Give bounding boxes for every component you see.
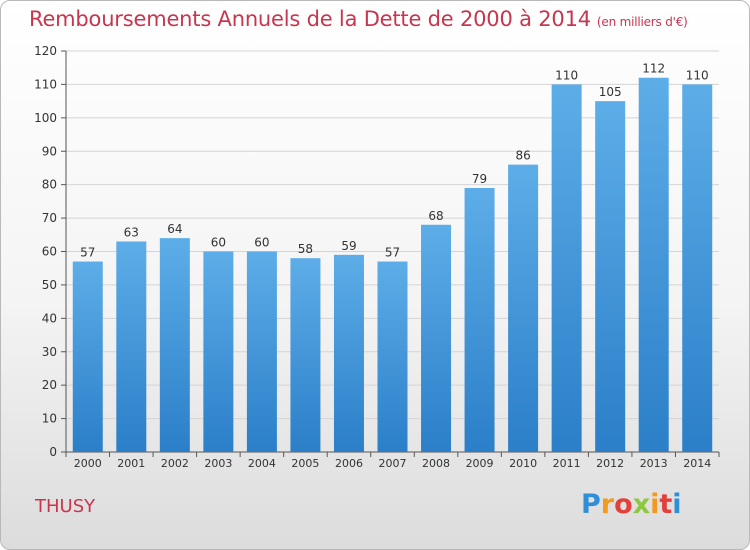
y-tick-label: 70 — [42, 211, 57, 225]
proxiti-logo: Proxiti — [581, 489, 682, 520]
x-tick-label: 2014 — [683, 457, 711, 470]
chart-title: Remboursements Annuels de la Dette de 20… — [29, 7, 688, 31]
bar-value-label: 58 — [298, 242, 313, 256]
y-tick-label: 90 — [42, 144, 57, 158]
bar-value-label: 59 — [341, 239, 356, 253]
bar-value-label: 110 — [686, 68, 709, 82]
bar-value-label: 112 — [642, 62, 665, 76]
logo-letter: i — [672, 489, 682, 520]
y-tick-label: 50 — [42, 278, 57, 292]
y-tick-label: 40 — [42, 311, 57, 325]
x-tick-label: 2000 — [74, 457, 102, 470]
x-tick-label: 2006 — [335, 457, 363, 470]
bar-value-label: 79 — [472, 172, 487, 186]
bar — [72, 261, 103, 452]
x-tick-label: 2011 — [553, 457, 581, 470]
bar — [464, 188, 495, 452]
chart-title-text: Remboursements Annuels de la Dette de 20… — [29, 7, 591, 31]
x-tick-label: 2002 — [161, 457, 189, 470]
bar-value-label: 60 — [254, 236, 269, 250]
bar — [377, 261, 408, 452]
bar — [682, 84, 713, 453]
logo-letter: P — [581, 489, 601, 520]
bar-value-label: 68 — [428, 209, 443, 223]
bar-value-label: 63 — [124, 225, 139, 239]
x-tick-label: 2004 — [248, 457, 276, 470]
bar-value-label: 110 — [555, 68, 578, 82]
bar — [333, 254, 364, 452]
x-tick-label: 2010 — [509, 457, 537, 470]
bar-value-label: 57 — [385, 246, 400, 260]
chart-unit: (en milliers d'€) — [596, 15, 688, 29]
bar — [595, 101, 626, 452]
bar — [159, 238, 190, 452]
y-tick-label: 30 — [42, 345, 57, 359]
bar — [246, 251, 277, 452]
y-tick-label: 80 — [42, 178, 57, 192]
y-tick-label: 0 — [49, 445, 57, 459]
y-tick-label: 110 — [34, 77, 57, 91]
x-tick-label: 2007 — [379, 457, 407, 470]
x-tick-label: 2001 — [117, 457, 145, 470]
x-tick-label: 2013 — [640, 457, 668, 470]
x-tick-label: 2008 — [422, 457, 450, 470]
logo-letter: o — [614, 489, 633, 520]
commune-name: THUSY — [35, 496, 96, 517]
bar-value-label: 64 — [167, 222, 182, 236]
bar-value-label: 105 — [599, 85, 622, 99]
y-tick-label: 60 — [42, 245, 57, 259]
bar-value-label: 86 — [515, 149, 530, 163]
y-tick-label: 10 — [42, 412, 57, 426]
bar-value-label: 57 — [80, 246, 95, 260]
y-tick-label: 120 — [34, 44, 57, 58]
y-tick-label: 100 — [34, 111, 57, 125]
logo-letter: r — [600, 489, 615, 520]
x-tick-label: 2009 — [466, 457, 494, 470]
bar — [638, 77, 669, 452]
logo-letter: t — [659, 489, 673, 520]
x-tick-label: 2012 — [596, 457, 624, 470]
bar — [551, 84, 582, 453]
logo-letter: x — [632, 489, 651, 520]
logo-letter: i — [650, 489, 660, 520]
x-tick-label: 2003 — [204, 457, 232, 470]
bar-value-label: 60 — [211, 236, 226, 250]
bar — [116, 241, 147, 452]
bar — [421, 224, 452, 452]
bar — [508, 164, 539, 452]
bars — [72, 77, 713, 453]
labels: 0 10 20 30 40 50 60 70 80 90 100 110 120 57 2000 63 2001… — [34, 44, 711, 470]
bar — [203, 251, 234, 452]
y-tick-label: 20 — [42, 378, 57, 392]
bar — [290, 258, 321, 452]
x-tick-label: 2005 — [291, 457, 319, 470]
